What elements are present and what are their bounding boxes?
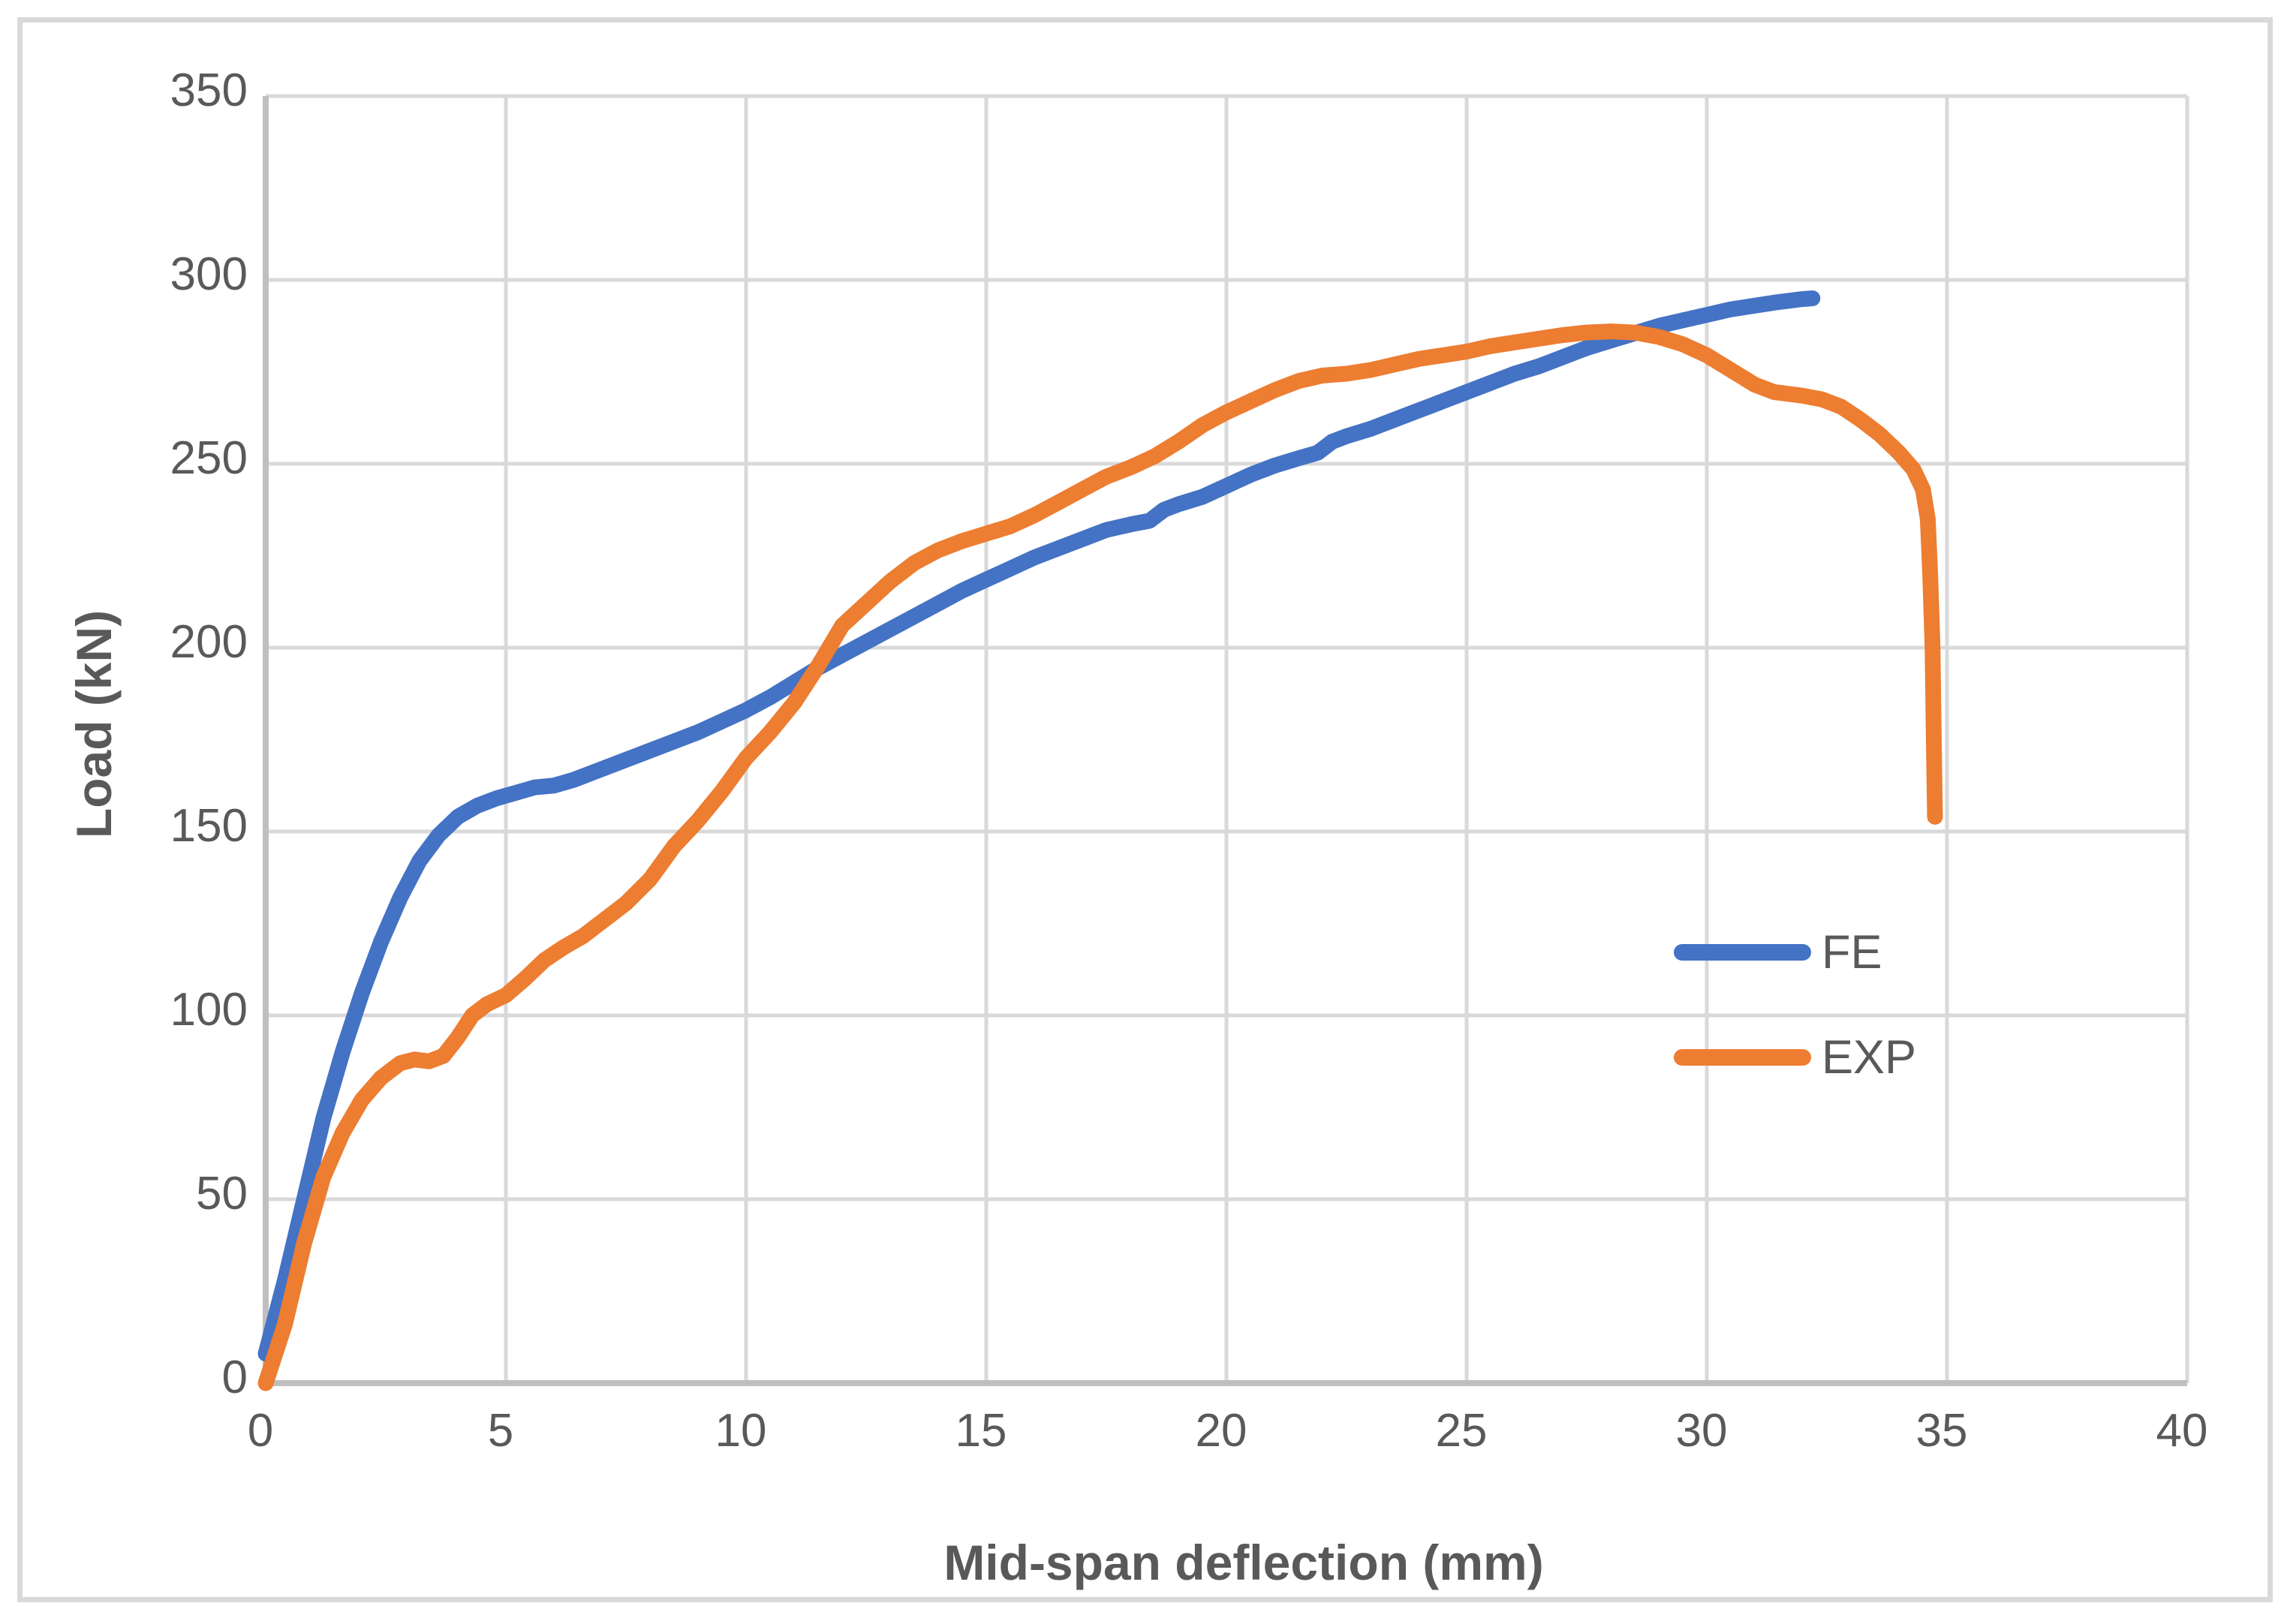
legend-label-exp: EXP [1822,1030,1917,1084]
x-tick-label-20: 20 [1195,1405,1247,1457]
legend-entry-fe[interactable]: FE [1674,926,1882,979]
x-axis-title: Mid-span deflection (mm) [943,1535,1544,1590]
x-tick-label-0: 0 [247,1405,274,1457]
x-tick-label-15: 15 [955,1405,1007,1457]
x-tick-label-25: 25 [1435,1405,1488,1457]
fe-series-swatch-icon [1674,944,1811,961]
y-tick-label-200: 200 [170,616,248,668]
chart-frame: 0 50 100 150 200 250 300 350 0 5 10 15 20 25 30 35 40 L… [17,17,2273,1602]
y-axis-title: Load (kN) [66,609,122,839]
plot-area [257,94,2189,1391]
x-tick-label-5: 5 [487,1405,514,1457]
exp-series-swatch-icon [1674,1049,1811,1066]
y-tick-label-50: 50 [196,1168,248,1220]
y-tick-label-300: 300 [170,248,248,300]
legend-entry-exp[interactable]: EXP [1674,1031,1916,1084]
x-tick-label-35: 35 [1915,1405,1968,1457]
y-tick-label-150: 150 [170,800,248,852]
series-line-exp[interactable] [257,323,1943,1391]
x-tick-label-40: 40 [2156,1405,2208,1457]
y-tick-label-0: 0 [221,1352,248,1403]
legend-label-fe: FE [1822,925,1882,979]
y-tick-label-350: 350 [170,65,248,116]
y-tick-label-250: 250 [170,432,248,484]
x-tick-label-10: 10 [715,1405,767,1457]
y-tick-label-100: 100 [170,984,248,1036]
series-line-fe[interactable] [257,290,1821,1362]
x-tick-label-30: 30 [1675,1405,1728,1457]
